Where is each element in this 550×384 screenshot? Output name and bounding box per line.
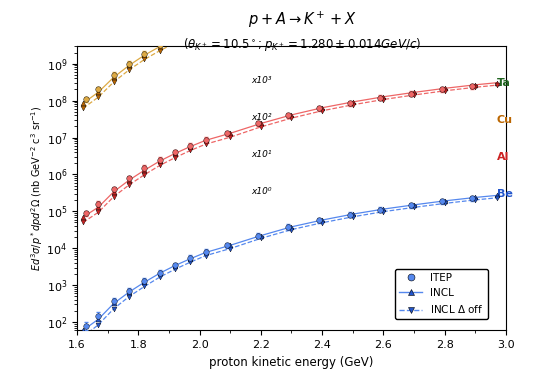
Y-axis label: $Ed^3\sigma/p^*dpd^2\Omega$ (nb GeV$^{-2}$ c$^3$ sr$^{-1}$): $Ed^3\sigma/p^*dpd^2\Omega$ (nb GeV$^{-2… [29,105,45,271]
Text: $(\theta_{K^+} = 10.5^\circ; p_{K^+} = 1.280 \pm 0.014 GeV/c)$: $(\theta_{K^+} = 10.5^\circ; p_{K^+} = 1… [184,36,421,53]
X-axis label: proton kinetic energy (GeV): proton kinetic energy (GeV) [210,356,373,369]
Legend: ITEP, INCL, INCL $\Delta$ off: ITEP, INCL, INCL $\Delta$ off [395,268,488,319]
Text: $p + A \rightarrow K^+ + X$: $p + A \rightarrow K^+ + X$ [248,10,357,30]
Text: x10⁰: x10⁰ [252,187,272,196]
Text: x10³: x10³ [252,76,272,85]
Text: Al: Al [497,152,509,162]
Text: Be: Be [497,189,513,199]
Text: Cu: Cu [497,115,513,125]
Text: x10²: x10² [252,113,272,122]
Text: Ta: Ta [497,78,511,88]
Text: x10¹: x10¹ [252,150,272,159]
